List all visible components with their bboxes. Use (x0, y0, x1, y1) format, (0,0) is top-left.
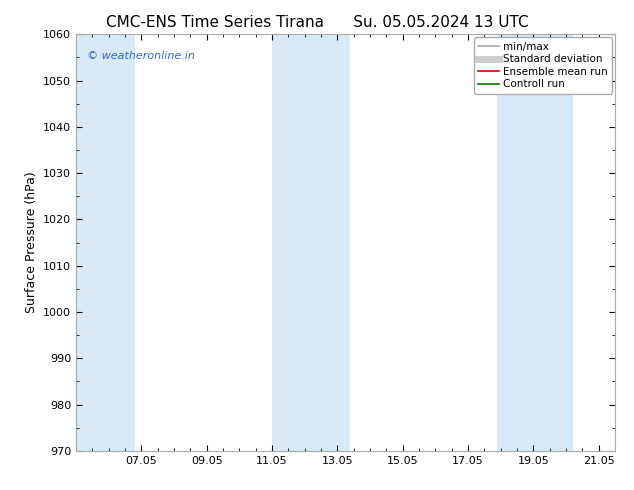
Bar (76, 34, 135, 451)
Y-axis label: Surface Pressure (hPa): Surface Pressure (hPa) (25, 172, 37, 314)
Text: © weatheronline.in: © weatheronline.in (87, 51, 195, 61)
Bar (272, 34, 351, 451)
Legend: min/max, Standard deviation, Ensemble mean run, Controll run: min/max, Standard deviation, Ensemble me… (474, 37, 612, 94)
Text: CMC-ENS Time Series Tirana      Su. 05.05.2024 13 UTC: CMC-ENS Time Series Tirana Su. 05.05.202… (106, 15, 528, 30)
Bar (498, 34, 573, 451)
